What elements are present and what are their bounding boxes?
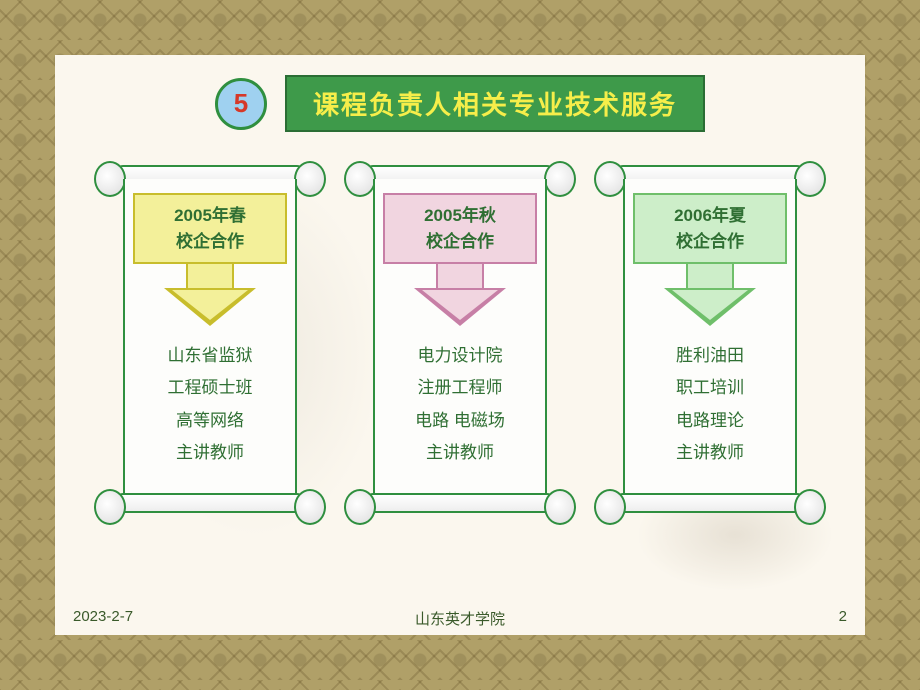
title-bar: 课程负责人相关专业技术服务 — [285, 75, 705, 132]
slide-content: 5 课程负责人相关专业技术服务 2005年春校企合作山东省监狱 工程硕士班 高等… — [55, 55, 865, 635]
head-line1: 2005年秋 — [391, 203, 529, 229]
footer-org: 山东英才学院 — [73, 608, 847, 629]
columns-container: 2005年春校企合作山东省监狱 工程硕士班 高等网络 主讲教师2005年秋校企合… — [55, 165, 865, 525]
head-line2: 校企合作 — [641, 229, 779, 255]
title-row: 5 课程负责人相关专业技术服务 — [55, 75, 865, 132]
scroll-roll-bottom — [613, 493, 807, 513]
arrow-stem — [686, 264, 734, 288]
scroll-paper: 2005年春校企合作山东省监狱 工程硕士班 高等网络 主讲教师 — [123, 179, 297, 499]
scroll-paper: 2005年秋校企合作电力设计院 注册工程师 电路 电磁场 主讲教师 — [373, 179, 547, 499]
title-text: 课程负责人相关专业技术服务 — [313, 90, 677, 120]
scroll-paper: 2006年夏校企合作胜利油田 职工培训 电路理论 主讲教师 — [623, 179, 797, 499]
head-line1: 2006年夏 — [641, 203, 779, 229]
scroll-roll-bottom — [363, 493, 557, 513]
column-body-text: 电力设计院 注册工程师 电路 电磁场 主讲教师 — [383, 340, 537, 469]
head-line1: 2005年春 — [141, 203, 279, 229]
arrow-head-icon — [414, 288, 506, 326]
column-body-text: 胜利油田 职工培训 电路理论 主讲教师 — [633, 340, 787, 469]
head-line2: 校企合作 — [141, 229, 279, 255]
head-line2: 校企合作 — [391, 229, 529, 255]
footer: 2023-2-7 山东英才学院 2 — [73, 608, 847, 625]
arrow-stem — [436, 264, 484, 288]
scroll-column-0: 2005年春校企合作山东省监狱 工程硕士班 高等网络 主讲教师 — [105, 165, 315, 525]
section-number-badge: 5 — [215, 78, 267, 130]
scroll-roll-bottom — [113, 493, 307, 513]
scroll-column-1: 2005年秋校企合作电力设计院 注册工程师 电路 电磁场 主讲教师 — [355, 165, 565, 525]
column-head-box: 2006年夏校企合作 — [633, 193, 787, 264]
column-body-text: 山东省监狱 工程硕士班 高等网络 主讲教师 — [133, 340, 287, 469]
arrow-head-icon — [664, 288, 756, 326]
section-number: 5 — [234, 88, 248, 119]
arrow-head-icon — [164, 288, 256, 326]
scroll-column-2: 2006年夏校企合作胜利油田 职工培训 电路理论 主讲教师 — [605, 165, 815, 525]
arrow-stem — [186, 264, 234, 288]
column-head-box: 2005年秋校企合作 — [383, 193, 537, 264]
column-head-box: 2005年春校企合作 — [133, 193, 287, 264]
